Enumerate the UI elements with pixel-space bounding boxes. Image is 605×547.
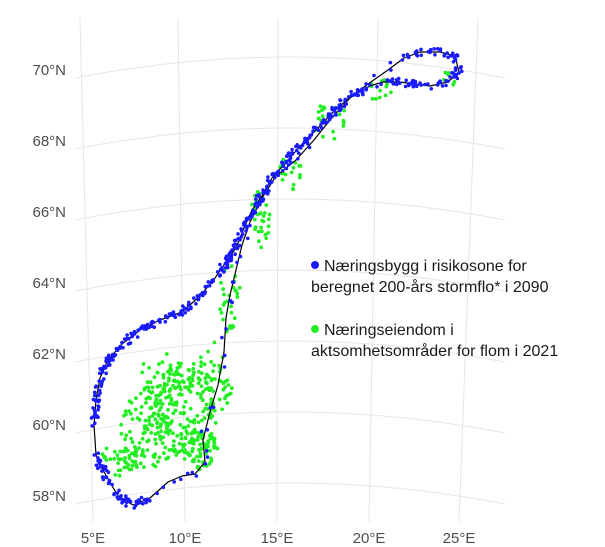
lat-label-60: 60°N — [32, 417, 66, 434]
lon-label-10: 10°E — [169, 530, 202, 547]
legend-item-flood: Næringseiendom i aktsomhetsområder for f… — [311, 320, 558, 362]
lat-label-64: 64°N — [32, 275, 66, 292]
blue-dot-icon — [311, 261, 319, 269]
legend-flood-line1: Næringseiendom i — [324, 322, 454, 339]
legend-item-stormflood: Næringsbygg i risikosone for beregnet 20… — [311, 256, 548, 298]
lon-label-15: 15°E — [261, 530, 294, 547]
lat-label-70: 70°N — [32, 62, 66, 79]
lon-label-25: 25°E — [443, 530, 476, 547]
lat-label-62: 62°N — [32, 346, 66, 363]
lat-label-68: 68°N — [32, 133, 66, 150]
green-dot-icon — [311, 325, 319, 333]
lat-label-66: 66°N — [32, 204, 66, 221]
lat-label-58: 58°N — [32, 488, 66, 505]
lon-label-20: 20°E — [353, 530, 386, 547]
latitude-axis: 70°N 68°N 66°N 64°N 62°N 60°N 58°N — [32, 62, 66, 505]
legend-stormflood-line1: Næringsbygg i risikosone for — [324, 258, 527, 275]
lon-label-5: 5°E — [81, 530, 105, 547]
legend-flood-line2: aktsomhetsområder for flom i 2021 — [311, 343, 559, 360]
stormflood-building-points — [89, 47, 464, 510]
legend-stormflood-line2: beregnet 200-års stormflo* i 2090 — [311, 279, 549, 296]
graticule — [74, 17, 506, 523]
longitude-axis: 5°E 10°E 15°E 20°E 25°E — [81, 530, 476, 547]
